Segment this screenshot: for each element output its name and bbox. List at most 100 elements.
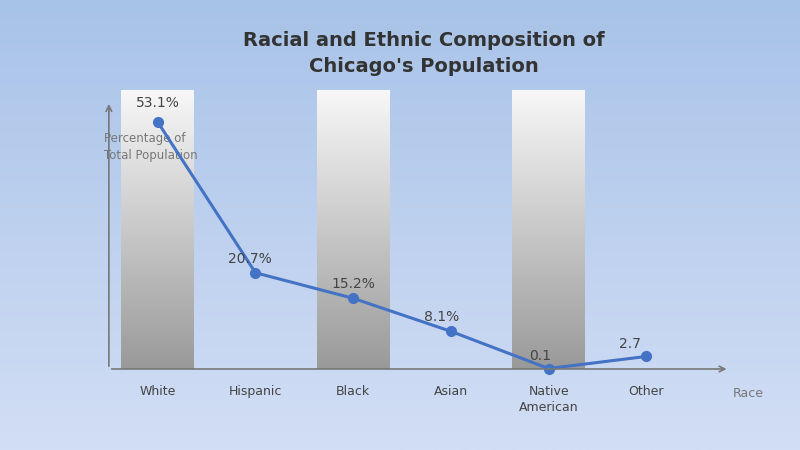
- Bar: [512, 126, 586, 128]
- Bar: [317, 356, 390, 358]
- Bar: [121, 169, 194, 171]
- Bar: [317, 203, 390, 204]
- Bar: [512, 95, 586, 97]
- Bar: [317, 236, 390, 238]
- Bar: [317, 101, 390, 103]
- Bar: [512, 354, 586, 355]
- Bar: [512, 119, 586, 121]
- Bar: [121, 330, 194, 331]
- Bar: [317, 214, 390, 216]
- Bar: [121, 241, 194, 242]
- Bar: [121, 287, 194, 288]
- Bar: [317, 245, 390, 246]
- Bar: [512, 172, 586, 174]
- Bar: [317, 283, 390, 284]
- Bar: [121, 141, 194, 143]
- Bar: [121, 228, 194, 230]
- Bar: [512, 342, 586, 344]
- Bar: [121, 190, 194, 192]
- Bar: [317, 190, 390, 192]
- Bar: [512, 171, 586, 172]
- Bar: [317, 291, 390, 292]
- Bar: [512, 140, 586, 142]
- Text: Other: Other: [629, 385, 664, 398]
- Bar: [317, 345, 390, 347]
- Bar: [317, 137, 390, 139]
- Bar: [317, 363, 390, 365]
- Bar: [512, 266, 586, 267]
- Bar: [512, 356, 586, 358]
- Bar: [512, 113, 586, 115]
- Bar: [121, 139, 194, 140]
- Bar: [317, 153, 390, 154]
- Bar: [121, 338, 194, 340]
- Bar: [317, 362, 390, 364]
- Bar: [121, 220, 194, 221]
- Bar: [512, 193, 586, 194]
- Bar: [317, 227, 390, 228]
- Bar: [512, 132, 586, 133]
- Bar: [121, 291, 194, 292]
- Bar: [512, 112, 586, 114]
- Bar: [512, 312, 586, 313]
- Bar: [121, 123, 194, 125]
- Bar: [512, 164, 586, 165]
- Bar: [121, 112, 194, 114]
- Bar: [121, 151, 194, 153]
- Bar: [317, 125, 390, 126]
- Bar: [121, 125, 194, 126]
- Bar: [317, 293, 390, 295]
- Bar: [317, 172, 390, 174]
- Bar: [317, 230, 390, 231]
- Bar: [512, 335, 586, 337]
- Bar: [317, 194, 390, 196]
- Bar: [121, 359, 194, 360]
- Bar: [121, 146, 194, 147]
- Bar: [512, 360, 586, 362]
- Bar: [317, 354, 390, 355]
- Bar: [317, 364, 390, 366]
- Bar: [121, 306, 194, 308]
- Bar: [512, 121, 586, 122]
- Bar: [121, 93, 194, 94]
- Bar: [121, 153, 194, 154]
- Bar: [121, 326, 194, 327]
- Bar: [317, 151, 390, 153]
- Bar: [317, 210, 390, 212]
- Bar: [121, 208, 194, 210]
- Bar: [121, 183, 194, 185]
- Bar: [512, 331, 586, 333]
- Bar: [512, 344, 586, 345]
- Bar: [317, 303, 390, 305]
- Bar: [512, 337, 586, 338]
- Bar: [512, 188, 586, 189]
- Bar: [317, 171, 390, 172]
- Bar: [317, 154, 390, 156]
- Bar: [512, 261, 586, 263]
- Bar: [121, 333, 194, 334]
- Bar: [512, 179, 586, 180]
- Bar: [121, 349, 194, 351]
- Bar: [512, 260, 586, 261]
- Bar: [121, 250, 194, 252]
- Bar: [512, 90, 586, 91]
- Bar: [317, 256, 390, 257]
- Bar: [512, 293, 586, 295]
- Bar: [512, 340, 586, 341]
- Bar: [121, 234, 194, 235]
- Bar: [317, 250, 390, 252]
- Bar: [121, 364, 194, 366]
- Bar: [317, 331, 390, 333]
- Bar: [317, 144, 390, 146]
- Bar: [512, 101, 586, 103]
- Bar: [512, 232, 586, 234]
- Bar: [121, 144, 194, 146]
- Bar: [512, 259, 586, 260]
- Bar: [512, 211, 586, 213]
- Bar: [317, 298, 390, 299]
- Bar: [121, 334, 194, 336]
- Bar: [121, 155, 194, 157]
- Bar: [317, 218, 390, 220]
- Bar: [121, 222, 194, 224]
- Bar: [317, 305, 390, 306]
